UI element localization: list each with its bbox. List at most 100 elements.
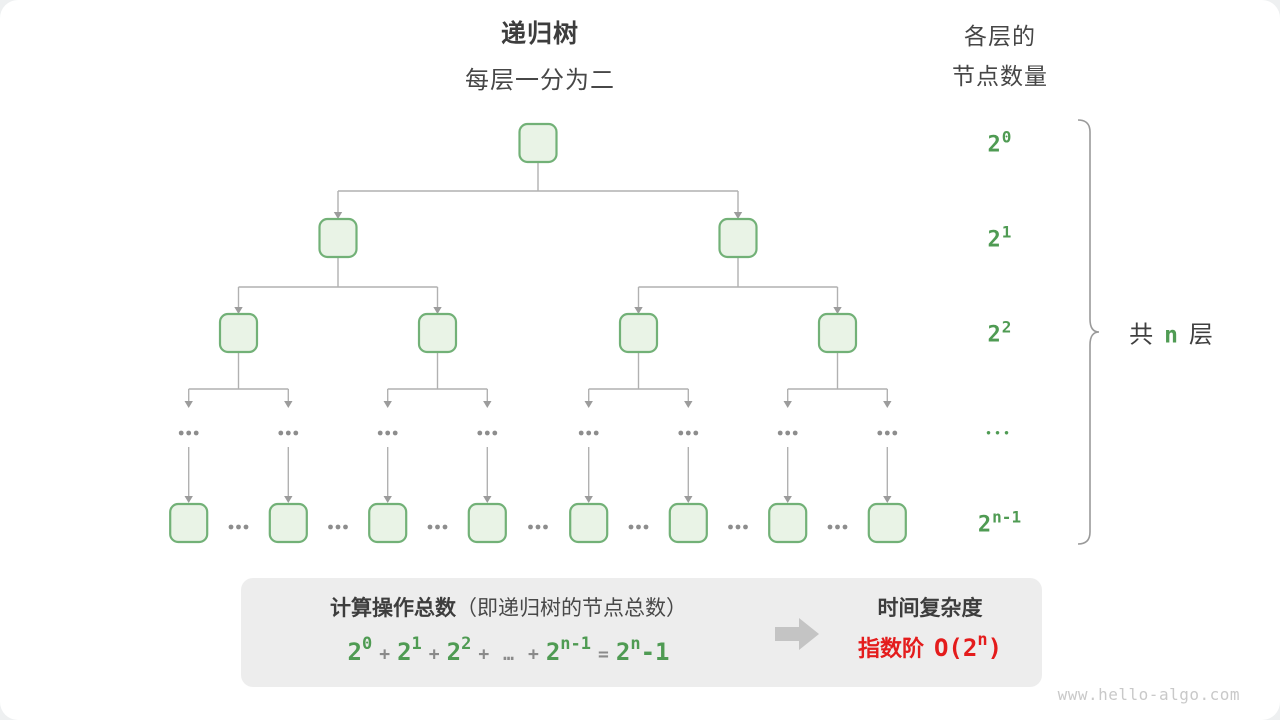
arrowhead-icon	[184, 401, 193, 408]
levels-brace	[1077, 119, 1100, 545]
brace-label-suffix: 层	[1188, 321, 1213, 349]
ellipsis-dots	[735, 524, 741, 530]
levels-heading-line2: 节点数量	[952, 63, 1048, 89]
time-complexity-value: 指数阶 O(2n)	[818, 630, 1042, 663]
implies-arrow-icon	[775, 618, 819, 650]
operation-count-block: 计算操作总数（即递归树的节点总数） 20 +21 +22 + … +2n-1 = 2n-1	[241, 578, 776, 687]
ellipsis-dots	[535, 524, 541, 530]
ellipsis-dots	[628, 524, 634, 530]
ellipsis-dots	[827, 524, 833, 530]
ellipsis-dots	[236, 524, 241, 530]
ellipsis-dots	[593, 430, 599, 436]
tree-node	[467, 502, 507, 544]
ellipsis-dots	[193, 430, 199, 436]
formula-operator: …	[503, 644, 514, 665]
ellipsis-dots	[785, 430, 791, 436]
tree-node	[618, 312, 659, 354]
arrowhead-icon	[883, 496, 892, 503]
arrowhead-icon	[584, 496, 593, 503]
levels-heading-line1: 各层的	[964, 23, 1036, 49]
arrowhead-icon	[184, 496, 193, 503]
tree-node	[768, 502, 808, 544]
ellipsis-dots	[442, 524, 448, 530]
arrowhead-icon	[433, 307, 442, 314]
ellipsis-dots	[278, 430, 284, 436]
ellipsis-dots	[293, 430, 299, 436]
tree-node	[318, 217, 358, 259]
ellipsis-dots	[586, 430, 592, 436]
ellipsis-dots	[385, 430, 391, 436]
level-count-label: 2n-1	[977, 507, 1022, 538]
arrowhead-icon	[883, 401, 892, 408]
ellipsis-dots	[477, 430, 483, 436]
operation-count-title: 计算操作总数（即递归树的节点总数）	[241, 592, 776, 622]
ellipsis-dots	[693, 430, 699, 436]
tree-node	[417, 312, 458, 354]
tree-node	[718, 217, 758, 259]
formula-term: 2n-1	[615, 634, 670, 666]
tree-node	[169, 502, 209, 544]
formula-term: 2n-1	[545, 634, 592, 666]
tree-title: 递归树	[500, 20, 579, 48]
ellipsis-dots	[643, 524, 649, 530]
ellipsis-dots	[528, 524, 533, 530]
complexity-order-label: 指数阶	[857, 636, 924, 661]
arrowhead-icon	[234, 307, 243, 314]
big-o-notation: O(2n)	[933, 630, 1003, 662]
node-count-formula: 20 +21 +22 + … +2n-1 = 2n-1	[241, 630, 776, 671]
tree-node	[268, 502, 308, 544]
ellipsis-dots	[636, 524, 641, 530]
formula-term: 20	[347, 634, 373, 666]
ellipsis-dots	[835, 524, 840, 530]
ellipsis-dots	[884, 430, 890, 436]
ellipsis-dots	[892, 430, 898, 436]
time-complexity-block: 时间复杂度 指数阶 O(2n)	[818, 578, 1042, 687]
formula-operator: +	[379, 644, 391, 665]
ellipsis-dots	[228, 524, 234, 530]
operation-count-title-note: （即递归树的节点总数）	[456, 597, 687, 620]
arrowhead-icon	[684, 401, 693, 408]
ellipsis-dots	[427, 524, 433, 530]
formula-operator: =	[598, 644, 609, 665]
ellipsis-dots	[285, 430, 291, 436]
ellipsis-dots	[842, 524, 848, 530]
tree-node	[867, 502, 907, 544]
tree-subtitle: 每层一分为二	[465, 67, 615, 94]
tree-node	[218, 312, 259, 354]
ellipsis-dots	[685, 430, 691, 436]
brace-label-prefix: 共	[1129, 321, 1154, 349]
ellipsis-dots	[186, 430, 192, 436]
tree-node	[668, 502, 708, 544]
arrowhead-icon	[284, 496, 293, 503]
ellipsis-dots	[377, 430, 383, 436]
ellipsis-dots	[178, 430, 184, 436]
arrowhead-icon	[684, 496, 693, 503]
tree-heading: 递归树 每层一分为二	[300, 14, 780, 95]
ellipsis-dots	[678, 430, 684, 436]
tree-node	[817, 312, 858, 354]
ellipsis-dots	[328, 524, 333, 530]
ellipsis-dots	[243, 524, 249, 530]
level-count-label: •••	[985, 428, 1013, 440]
arrowhead-icon	[483, 401, 492, 408]
ellipsis-dots	[743, 524, 748, 530]
ellipsis-dots	[877, 430, 883, 436]
level-count-label: 22	[987, 317, 1012, 348]
tree-node	[368, 502, 408, 544]
arrowhead-icon	[733, 212, 743, 219]
ellipsis-dots	[792, 430, 798, 436]
ellipsis-dots	[492, 430, 498, 436]
arrowhead-icon	[833, 307, 842, 314]
formula-term: 22	[446, 634, 472, 666]
ellipsis-dots	[435, 524, 440, 530]
arrowhead-icon	[333, 212, 343, 219]
tree-node	[569, 502, 609, 544]
ellipsis-dots	[777, 430, 783, 436]
ellipsis-dots	[728, 524, 733, 530]
ellipsis-dots	[343, 524, 348, 530]
operation-count-title-bold: 计算操作总数	[330, 597, 456, 620]
tree-node	[518, 122, 558, 164]
arrowhead-icon	[383, 401, 392, 408]
